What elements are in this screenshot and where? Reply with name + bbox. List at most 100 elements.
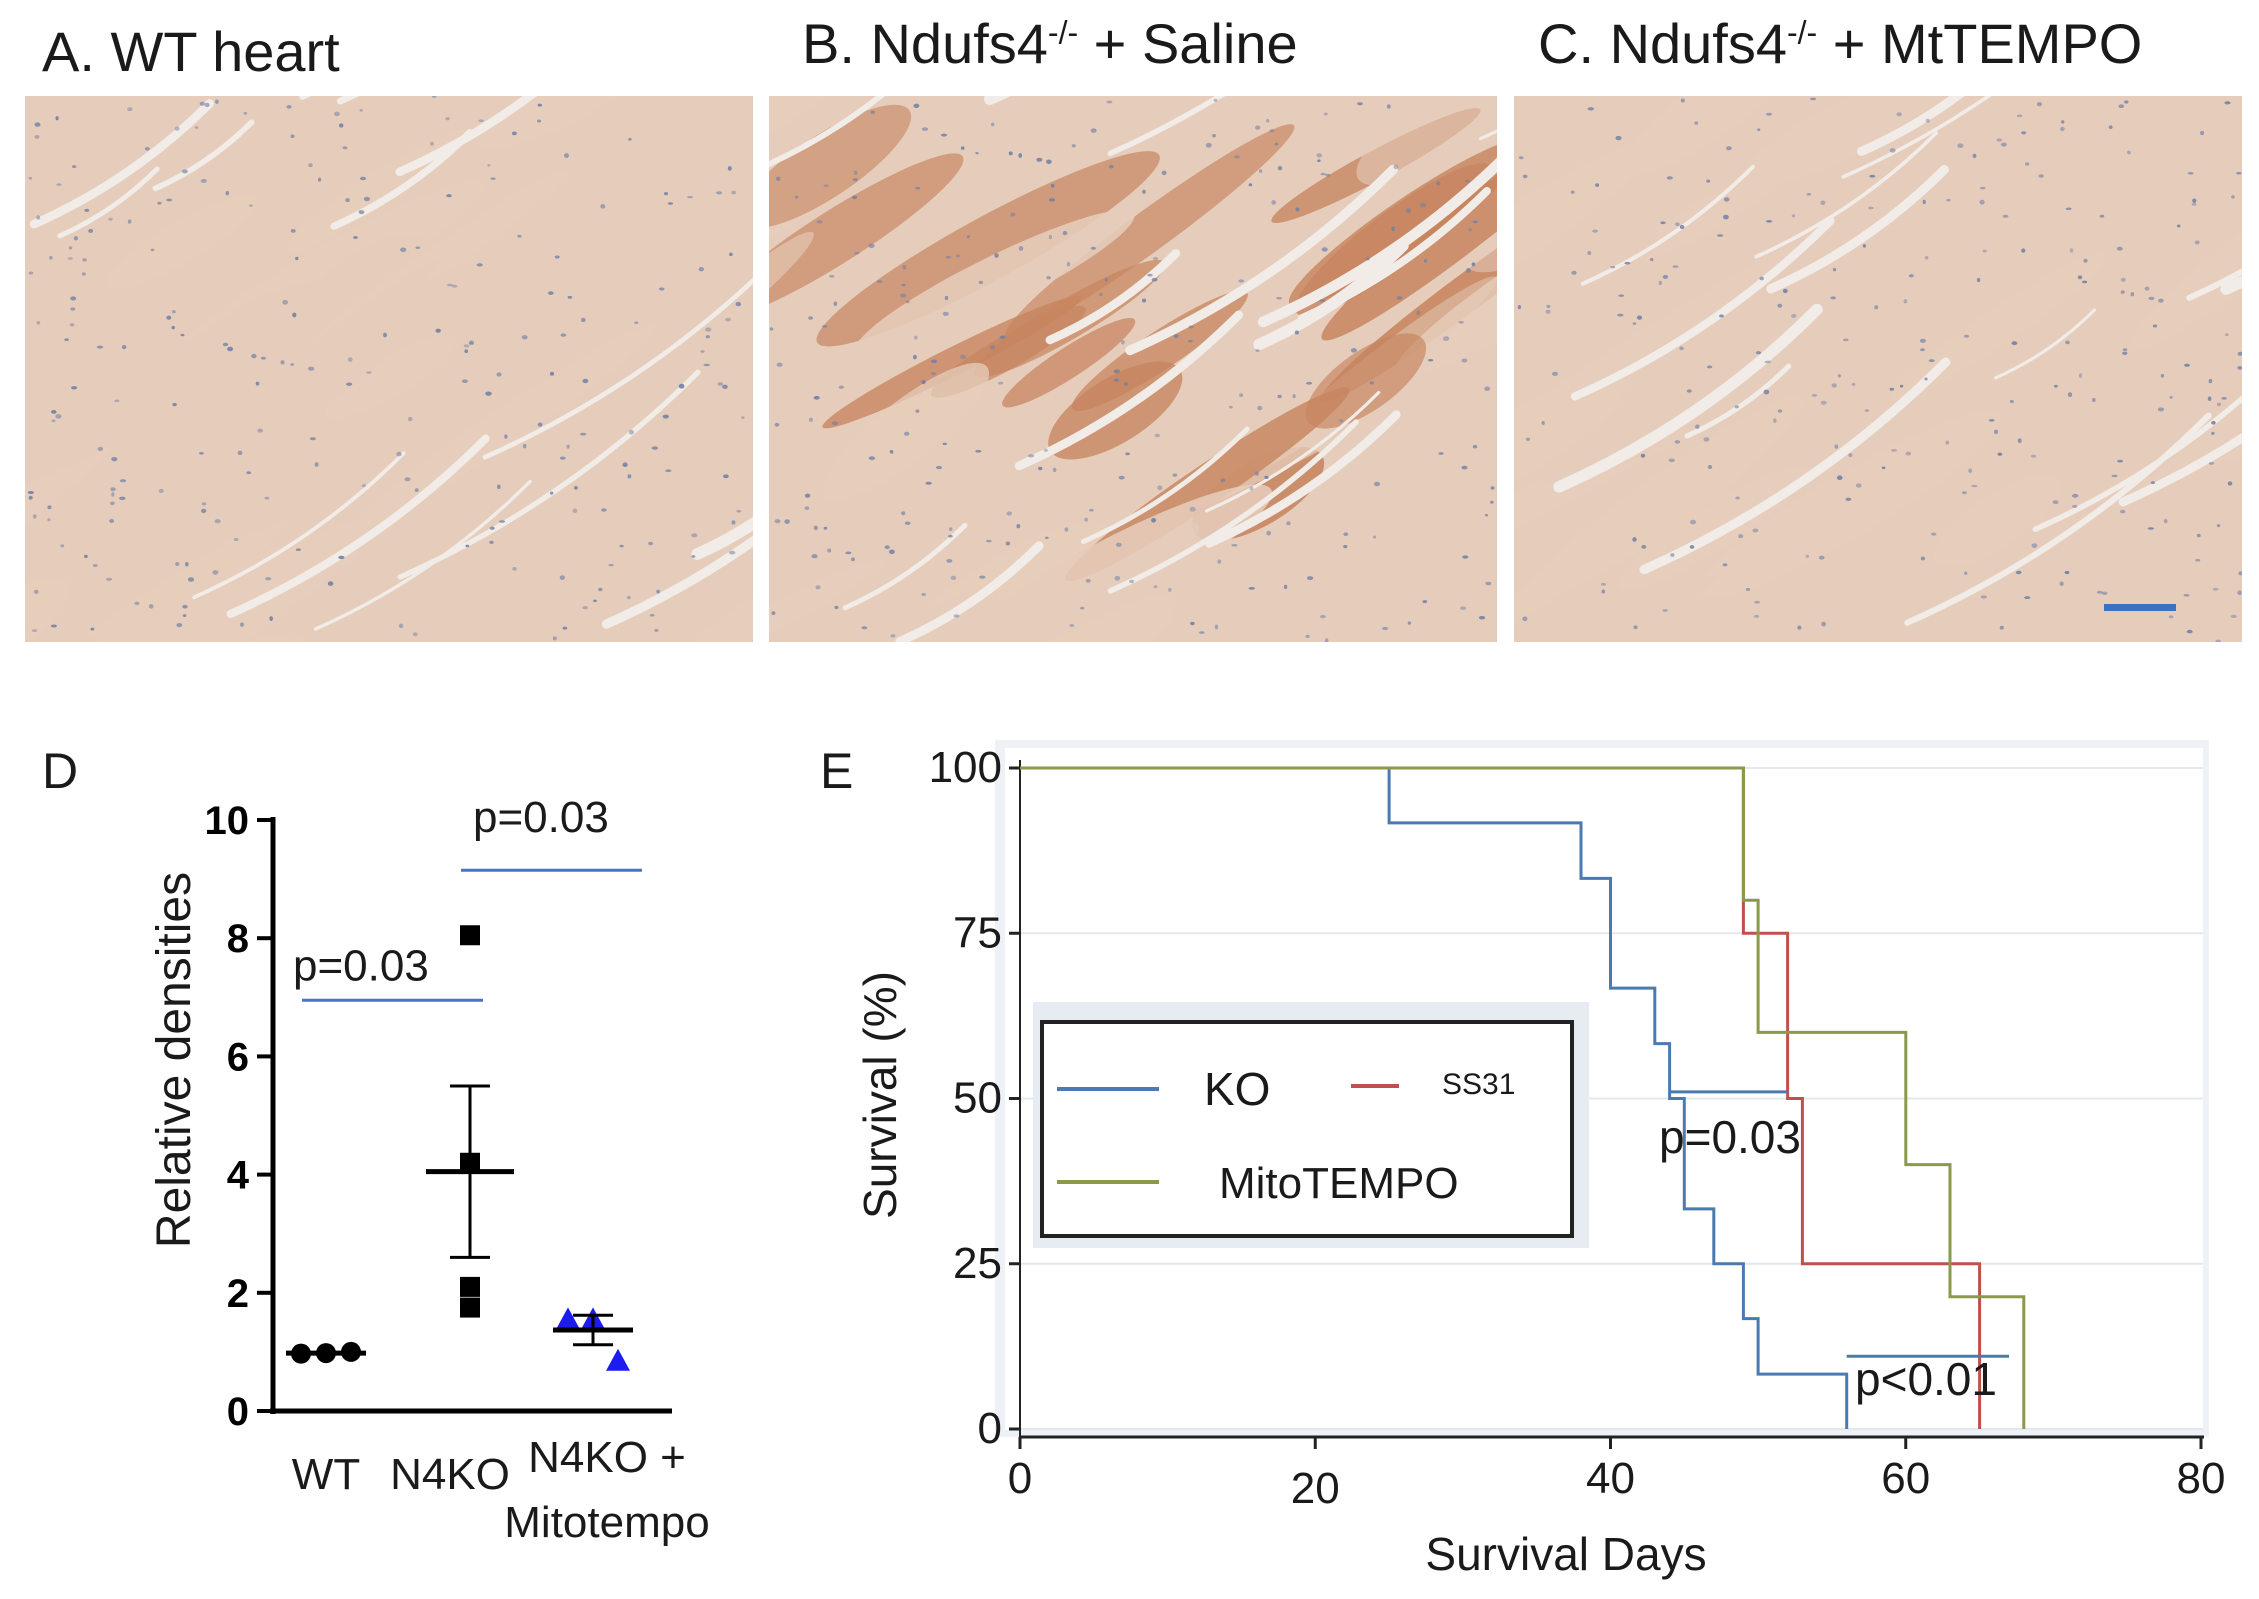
nucleus: [1928, 359, 1935, 362]
nucleus: [1931, 532, 1937, 536]
nucleus: [338, 555, 345, 560]
tissue-nuclei: [27, 96, 745, 641]
nucleus: [1766, 112, 1772, 116]
nucleus: [199, 452, 204, 455]
nucleus: [1820, 200, 1826, 206]
nucleus: [84, 554, 88, 559]
nucleus: [1343, 532, 1349, 536]
nucleus: [560, 333, 567, 337]
nucleus: [1460, 606, 1467, 610]
nucleus: [2065, 207, 2072, 211]
nucleus: [2225, 333, 2229, 337]
nucleus: [1726, 146, 1732, 151]
nucleus: [1719, 314, 1724, 318]
nucleus: [1189, 506, 1196, 512]
nucleus: [2082, 280, 2088, 284]
nucleus: [2183, 594, 2190, 597]
panel-b-name: Ndufs4: [870, 12, 1048, 75]
nucleus: [1600, 583, 1607, 586]
nucleus: [838, 385, 844, 389]
nucleus: [1339, 419, 1344, 423]
nucleus: [1320, 172, 1326, 176]
nucleus: [308, 366, 315, 371]
nucleus: [1269, 129, 1275, 133]
nucleus: [412, 632, 418, 637]
nucleus: [175, 562, 180, 566]
nucleus: [56, 183, 62, 186]
nucleus: [2158, 298, 2164, 303]
tissue-gap: [1841, 96, 1992, 179]
nucleus: [1964, 571, 1968, 575]
nucleus: [831, 421, 838, 426]
nucleus: [1405, 208, 1411, 214]
nucleus: [446, 194, 452, 198]
survival-y-tick-label: 50: [953, 1074, 1002, 1123]
tissue-gap: [1766, 165, 1949, 294]
nucleus: [2186, 629, 2193, 634]
nucleus: [628, 137, 632, 141]
nucleus: [1255, 125, 1261, 130]
panel-b-suffix: + Saline: [1078, 12, 1298, 75]
nucleus: [1624, 261, 1631, 265]
nucleus: [953, 614, 960, 618]
nucleus: [2236, 172, 2242, 175]
nucleus: [2016, 114, 2023, 118]
nucleus: [659, 287, 665, 291]
legend-label-ss31: SS31: [1442, 1068, 1515, 1101]
nucleus: [1396, 296, 1403, 300]
nucleus: [2194, 240, 2200, 245]
nucleus: [2053, 384, 2058, 388]
nucleus: [1213, 98, 1218, 102]
nucleus: [1845, 497, 1852, 501]
nucleus: [851, 557, 855, 562]
nucleus: [2096, 590, 2103, 594]
nucleus: [736, 509, 742, 513]
nucleus: [255, 381, 260, 386]
nucleus: [2191, 203, 2197, 206]
nucleus: [222, 342, 229, 347]
nucleus: [771, 611, 776, 615]
nucleus: [1848, 453, 1853, 458]
nucleus: [110, 501, 115, 506]
nucleus: [1046, 276, 1051, 280]
nucleus: [1680, 98, 1685, 103]
nucleus: [1832, 267, 1837, 272]
nucleus: [1763, 389, 1770, 395]
muscle-fiber: [399, 385, 654, 536]
nucleus: [1217, 559, 1222, 564]
nucleus: [1831, 383, 1837, 388]
nucleus: [1615, 135, 1622, 141]
nucleus: [1484, 514, 1489, 517]
nucleus: [1641, 545, 1647, 549]
nucleus: [1924, 377, 1928, 381]
nucleus: [537, 119, 542, 123]
tissue-gap: [397, 369, 701, 580]
nucleus: [769, 327, 774, 331]
nucleus: [489, 540, 494, 544]
nucleus: [478, 119, 484, 122]
nucleus: [1277, 394, 1282, 399]
nucleus: [1694, 121, 1699, 125]
nucleus: [2157, 407, 2164, 412]
nucleus: [2117, 459, 2124, 463]
nucleus: [813, 395, 820, 400]
nucleus: [946, 559, 953, 563]
nucleus: [1321, 247, 1328, 252]
micrograph-c: [1514, 96, 2242, 642]
tissue-gap: [601, 535, 753, 629]
nucleus: [729, 252, 733, 257]
muscle-fiber: [25, 565, 147, 642]
nucleus: [1239, 393, 1244, 397]
nucleus: [2021, 248, 2026, 253]
nucleus: [1517, 305, 1521, 310]
nucleus: [853, 170, 858, 175]
survival-series: [1020, 766, 2026, 1429]
nucleus: [487, 164, 491, 167]
tissue-nuclei: [769, 98, 1495, 642]
muscle-fiber: [675, 585, 753, 642]
nucleus: [346, 382, 353, 386]
muscle-fiber: [2020, 453, 2242, 596]
nucleus: [36, 320, 41, 325]
nucleus: [1255, 349, 1260, 352]
nucleus: [1161, 170, 1167, 176]
